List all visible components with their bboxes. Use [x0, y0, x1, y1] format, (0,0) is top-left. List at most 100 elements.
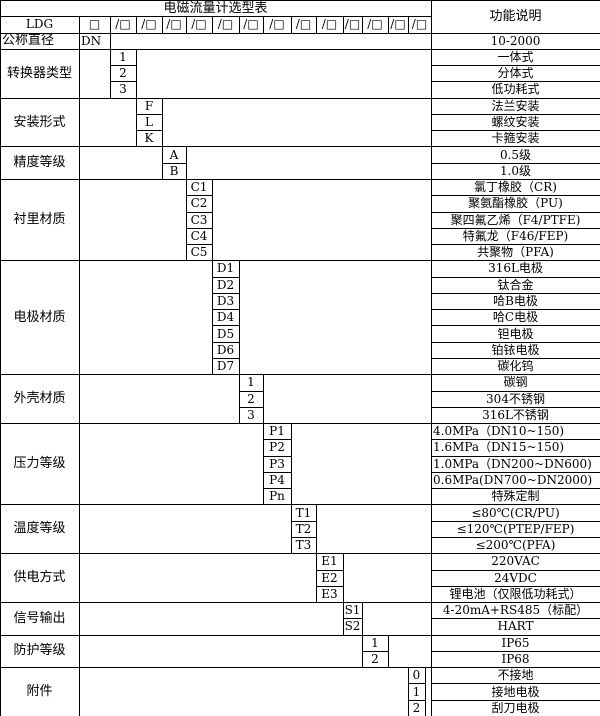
option-description: 螺纹安装 [431, 114, 600, 132]
option-description: 0.6MPa(DN700~DN2000) [431, 472, 600, 490]
group-label: 转换器类型 [1, 48, 80, 99]
model-slot: /□ [388, 16, 409, 34]
option-code: P2 [263, 439, 292, 457]
option-description: 卡箍安装 [431, 130, 600, 148]
option-description: HART [431, 618, 600, 636]
option-code: L [136, 113, 163, 132]
empty-cell [316, 504, 432, 555]
empty-cell [79, 179, 187, 262]
empty-cell [79, 602, 344, 636]
empty-cell [79, 146, 163, 180]
option-description: ≤120℃(PTEP/FEP) [431, 521, 600, 538]
option-code: E2 [316, 569, 344, 587]
option-code: D2 [212, 276, 240, 294]
option-description: 钛合金 [431, 277, 600, 294]
table-title: 电磁流量计选型表 [1, 1, 432, 18]
empty-cell [186, 146, 432, 180]
option-description: 聚氨酯橡胶（PU) [431, 195, 600, 213]
group-label: 安装形式 [1, 97, 80, 148]
option-description: ≤200℃(PFA) [431, 537, 600, 555]
option-description: 刮刀电极 [431, 700, 600, 716]
option-code: D6 [212, 341, 240, 359]
option-code: 1 [408, 683, 426, 701]
option-description: 1.6MPa（DN15~150) [431, 439, 600, 457]
empty-cell [263, 374, 432, 425]
option-code: T3 [291, 537, 317, 555]
empty-cell [362, 602, 432, 636]
option-description: 接地电极 [431, 683, 600, 701]
option-description: 不接地 [431, 667, 600, 685]
option-code: 1 [362, 634, 389, 652]
option-description: IP68 [431, 651, 600, 669]
option-description: 哈C电极 [431, 309, 600, 327]
empty-cell [79, 634, 363, 669]
model-slot: /□ [110, 16, 137, 34]
option-description: 氯丁橡胶（CR) [431, 179, 600, 197]
empty-cell [79, 553, 317, 604]
model-prefix: LDG [1, 16, 80, 34]
model-slot: □ [79, 16, 111, 34]
empty-cell [136, 48, 432, 99]
option-description: 法兰安装 [431, 98, 600, 115]
option-code: 1 [110, 48, 137, 67]
option-description: 4-20mA+RS485（标配） [431, 602, 600, 620]
model-slot: /□ [343, 16, 363, 34]
option-code: D3 [212, 292, 240, 311]
option-code: 1 [239, 374, 264, 392]
empty-cell [79, 374, 240, 425]
option-code: P4 [263, 471, 292, 490]
group-label: 信号输出 [1, 602, 80, 636]
option-description: 4.0MPa（DN10~150) [431, 423, 600, 441]
option-description: 共聚物（PFA) [431, 244, 600, 262]
option-code: T2 [291, 520, 317, 538]
option-description: 24VDC [431, 570, 600, 587]
option-description: 316L不锈钢 [431, 407, 600, 425]
option-description: 碳化钨 [431, 358, 600, 376]
code-cell: DN [79, 32, 111, 50]
option-code: D4 [212, 309, 240, 327]
model-slot: /□ [362, 16, 389, 34]
option-description: ≤80℃(CR/PU) [431, 504, 600, 522]
option-code: F [136, 97, 163, 115]
option-description: 特殊定制 [431, 488, 600, 506]
option-description: 220VAC [431, 553, 600, 571]
option-code: 2 [362, 650, 389, 669]
empty-cell [212, 179, 432, 262]
option-code: 0 [408, 667, 426, 685]
option-code: S1 [343, 602, 363, 620]
option-code: C4 [186, 227, 213, 246]
empty-cell [79, 504, 292, 555]
option-code: D7 [212, 358, 240, 376]
empty-cell [79, 97, 137, 148]
option-code: C1 [186, 179, 213, 197]
description-cell: 10-2000 [431, 33, 600, 50]
option-description: 聚四氟乙烯（F4/PTFE) [431, 212, 600, 229]
option-description: IP65 [431, 635, 600, 652]
option-description: 304不锈钢 [431, 391, 600, 408]
group-label: 电极材质 [1, 260, 80, 376]
model-slot: /□ [212, 16, 240, 34]
group-label: 精度等级 [1, 146, 80, 180]
model-slot: /□ [263, 16, 292, 34]
group-label: 附件 [1, 667, 80, 716]
option-description: 一体式 [431, 49, 600, 67]
option-code: 2 [110, 65, 137, 83]
option-code: E3 [316, 585, 344, 604]
option-code: D1 [212, 260, 240, 278]
model-slot: /□ [316, 16, 344, 34]
option-code: C2 [186, 195, 213, 213]
option-description: 碳钢 [431, 374, 600, 392]
option-description: 锂电池（仅限低功耗式） [431, 586, 600, 604]
option-description: 铂铱电极 [431, 342, 600, 359]
empty-cell [79, 667, 409, 716]
option-description: 低功耗式 [431, 81, 600, 99]
empty-cell [239, 260, 432, 376]
option-description: 1.0MPa（DN200~DN600) [431, 456, 600, 473]
option-code: K [136, 130, 163, 148]
empty-cell [343, 553, 432, 604]
option-code: C5 [186, 244, 213, 262]
group-label: 衬里材质 [1, 179, 80, 262]
option-description: 特氟龙（F46/FEP) [431, 228, 600, 246]
model-slot: /□ [136, 16, 163, 34]
option-code: C3 [186, 211, 213, 229]
